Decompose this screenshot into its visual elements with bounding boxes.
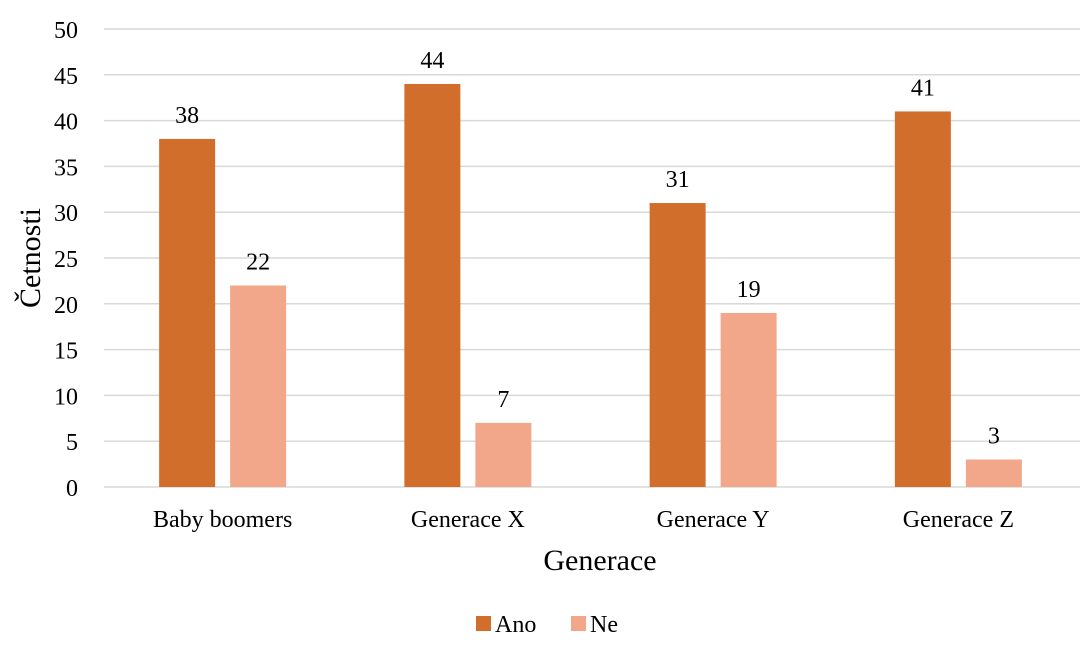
legend-swatch-ano [476, 616, 491, 631]
y-tick-label: 0 [66, 476, 78, 502]
legend: Ano Ne [476, 612, 618, 638]
bar-ano-2 [649, 203, 706, 488]
x-axis-title: Generace [543, 544, 656, 577]
y-tick-label: 45 [54, 64, 78, 90]
data-label: 3 [988, 424, 1000, 450]
y-tick-label: 5 [66, 430, 78, 456]
data-label: 31 [666, 167, 690, 193]
y-tick-label: 10 [54, 384, 78, 410]
legend-label: Ano [495, 612, 536, 638]
x-tick-label: Generace Y [657, 507, 770, 533]
data-labels: 38 22 44 7 31 19 41 3 [175, 48, 1000, 450]
bar-ne-3 [965, 459, 1022, 487]
data-label: 7 [497, 387, 509, 413]
data-label: 19 [737, 277, 761, 303]
y-tick-label: 20 [54, 293, 78, 319]
bar-ano-0 [159, 138, 216, 488]
data-label: 44 [420, 48, 444, 74]
bar-ne-1 [475, 422, 532, 487]
y-tick-label: 30 [54, 201, 78, 227]
legend-label: Ne [590, 612, 618, 638]
bar-ne-2 [720, 312, 777, 487]
y-tick-label: 25 [54, 247, 78, 273]
y-tick-label: 40 [54, 110, 78, 136]
bar-ano-3 [894, 111, 951, 487]
bar-ano-1 [404, 83, 461, 488]
y-tick-label: 35 [54, 155, 78, 181]
data-label: 22 [246, 249, 270, 275]
y-tick-label: 50 [54, 18, 78, 44]
x-axis-ticks: Baby boomers Generace X Generace Y Generace… [153, 507, 1014, 533]
data-label: 38 [175, 103, 199, 129]
y-tick-label: 15 [54, 339, 78, 365]
y-axis-title: Četnosti [14, 208, 47, 308]
bars [159, 83, 1022, 488]
x-tick-label: Baby boomers [153, 507, 292, 533]
data-label: 41 [911, 75, 935, 101]
bar-ne-0 [230, 285, 287, 487]
x-tick-label: Generace X [411, 507, 525, 533]
x-tick-label: Generace Z [903, 507, 1014, 533]
legend-swatch-ne [571, 616, 586, 631]
y-axis-ticks: 0 5 10 15 20 25 30 35 40 45 50 [54, 18, 78, 502]
